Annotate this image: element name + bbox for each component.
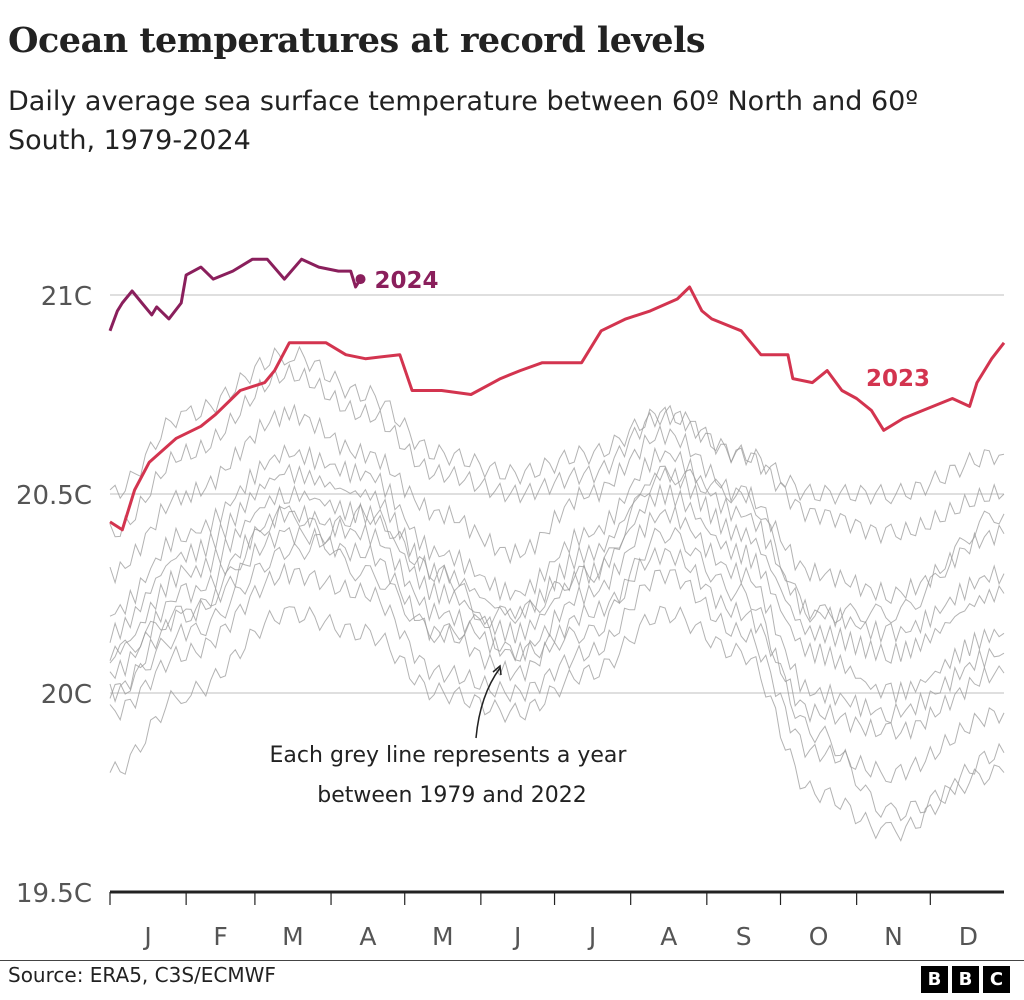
x-tick-label: F [213,922,227,951]
x-tick-label: D [959,922,978,951]
bbc-logo: B B C [921,966,1010,993]
y-tick-label: 20C [41,680,92,710]
series-label-2023: 2023 [866,366,930,392]
annotation-arrowhead [492,664,502,676]
bbc-logo-c: C [983,966,1010,993]
series-line-2023 [109,285,1006,532]
grey-year-line [109,345,1005,506]
grey-year-line [109,483,1005,703]
grey-year-line [109,363,1005,545]
grey-year-line [109,605,1005,842]
annotation: Each grey line represents a year between… [270,664,628,808]
x-tick-label: J [512,922,521,951]
x-tick-label: A [359,922,376,951]
source-note: Source: ERA5, C3S/ECMWF [8,963,276,987]
series-label-2024: 2024 [375,268,439,294]
footer-divider [0,960,1024,961]
grey-year-lines [109,345,1005,842]
y-tick-label: 19.5C [16,879,92,909]
grey-year-line [109,403,1005,605]
y-tick-label: 20.5C [16,481,92,511]
y-axis-labels: 19.5C 20C 20.5C 21C [16,282,92,909]
line-chart: 19.5C 20C 20.5C 21C 2023 2024 J F M A M J J A S O N D E… [16,257,1006,951]
annotation-arrow [475,667,501,739]
annotation-line-1: Each grey line represents a year [270,743,628,768]
x-tick-label: O [809,922,829,951]
highlight-lines: 2023 2024 [108,257,1006,532]
x-tick-label: J [587,922,596,951]
annotation-line-2: between 1979 and 2022 [317,783,586,808]
bbc-logo-b1: B [921,966,948,993]
series-line-2024 [108,257,362,332]
x-tick-label: N [884,922,903,951]
series-end-dot-2024 [355,274,366,285]
grey-year-line [109,525,1005,741]
chart-subtitle: Daily average sea surface temperature be… [8,86,919,156]
x-tick-label: M [432,922,454,951]
x-tick-label: A [660,922,677,951]
x-tick-label: J [142,922,151,951]
bbc-logo-b2: B [952,966,979,993]
grey-year-line [109,443,1005,644]
grey-year-line [109,562,1005,784]
x-tick-label: S [736,922,752,951]
x-tick-label: M [282,922,304,951]
grey-year-line [109,503,1005,822]
chart-title: Ocean temperatures at record levels [8,20,706,61]
y-tick-label: 21C [41,282,92,312]
grey-year-line [109,463,1005,664]
grey-year-line [109,465,1005,664]
